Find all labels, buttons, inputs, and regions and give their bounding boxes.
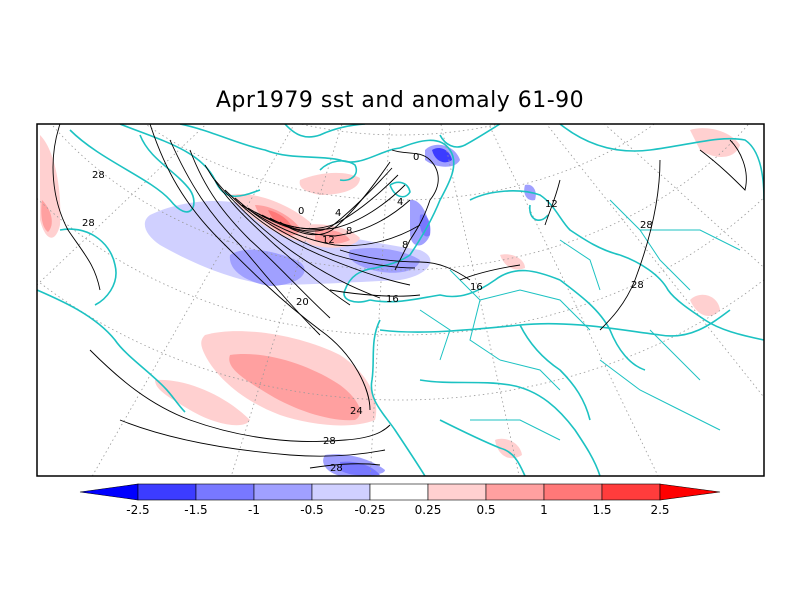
colorbar-box: [427, 483, 487, 501]
colorbar-box: [369, 483, 429, 501]
contour-labels: 28 28 0 4 8 12 4 0 8 12 16 20 16 24 28 2…: [82, 152, 653, 474]
colorbar-label: 1.5: [592, 503, 611, 517]
coastlines: [37, 124, 764, 476]
colorbar-box: [311, 483, 371, 501]
anomaly-shading: [40, 128, 740, 476]
colorbar-label: 2.5: [650, 503, 669, 517]
contour-label: 28: [640, 220, 653, 231]
colorbar-label: -1.5: [184, 503, 207, 517]
contour-label: 28: [631, 280, 644, 291]
colorbar-arrow-high: [659, 483, 721, 501]
contour-label: 28: [330, 463, 343, 474]
contour-label: 16: [386, 294, 399, 305]
contour-label: 28: [82, 218, 95, 229]
contour-label: 4: [335, 208, 341, 219]
contour-label: 8: [402, 240, 408, 251]
colorbar-label: 1: [540, 503, 548, 517]
colorbar-label: -0.5: [300, 503, 323, 517]
colorbar-box: [195, 483, 255, 501]
colorbar-label: -0.25: [354, 503, 385, 517]
colorbar: -2.5 -1.5 -1 -0.5 -0.25 0.25 0.5 1 1.5 2…: [79, 483, 721, 517]
colorbar-label: -2.5: [126, 503, 149, 517]
contour-label: 0: [298, 206, 304, 217]
colorbar-label: -1: [248, 503, 260, 517]
colorbar-label: 0.25: [415, 503, 442, 517]
contour-label: 12: [322, 235, 335, 246]
contour-label: 12: [545, 199, 558, 210]
colorbar-box: [253, 483, 313, 501]
colorbar-box: [543, 483, 603, 501]
colorbar-label: 0.5: [476, 503, 495, 517]
colorbar-arrow-low: [79, 483, 139, 501]
colorbar-box: [137, 483, 197, 501]
map-area: 28 28 0 4 8 12 4 0 8 12 16 20 16 24 28 2…: [37, 124, 764, 476]
contour-label: 0: [413, 152, 419, 163]
contour-label: 4: [397, 197, 403, 208]
map-title: Apr1979 sst and anomaly 61-90: [215, 88, 585, 113]
contour-label: 8: [346, 226, 352, 237]
colorbar-box: [485, 483, 545, 501]
graticule: [37, 124, 764, 476]
contour-label: 20: [296, 297, 309, 308]
contour-label: 28: [92, 170, 105, 181]
sst-contours: [52, 124, 747, 469]
contour-label: 24: [350, 406, 363, 417]
borders: [419, 199, 741, 441]
colorbar-box: [601, 483, 661, 501]
contour-label: 16: [470, 282, 483, 293]
contour-label: 28: [323, 436, 336, 447]
map-frame: [36, 123, 765, 477]
